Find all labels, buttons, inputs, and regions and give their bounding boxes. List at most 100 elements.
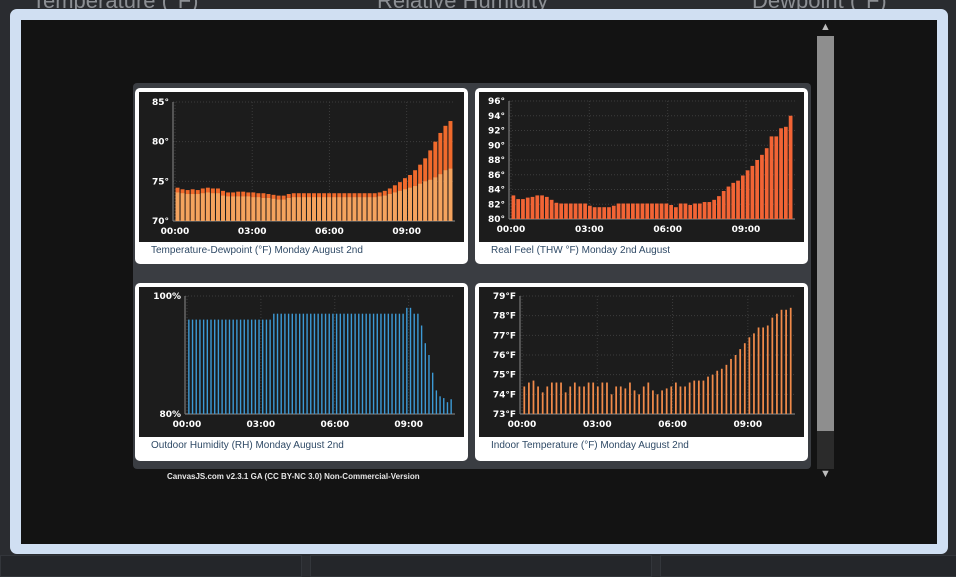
bar-indoor-temperature bbox=[688, 382, 691, 414]
bar-indoor-temperature bbox=[730, 358, 732, 414]
bar-humidity bbox=[402, 313, 404, 414]
bar-dewpoint bbox=[382, 195, 387, 221]
bar-dewpoint bbox=[408, 187, 413, 221]
chart-caption: Indoor Temperature (°F) Monday August 2n… bbox=[491, 440, 689, 451]
x-tick-label: 06:00 bbox=[315, 227, 344, 237]
chart-outdoor-humidity: 80% 100% 00:00 03:00 06:00 09:00 bbox=[139, 287, 464, 437]
bar-dewpoint bbox=[185, 194, 190, 221]
bar-humidity bbox=[395, 313, 397, 414]
bar-humidity bbox=[354, 313, 356, 414]
background-card bbox=[310, 555, 652, 577]
bar-real-feel bbox=[621, 203, 626, 219]
bar-humidity bbox=[295, 313, 297, 414]
bar-real-feel bbox=[707, 202, 712, 219]
bar-dewpoint bbox=[281, 199, 286, 221]
bar-indoor-temperature bbox=[624, 388, 627, 414]
bar-dewpoint bbox=[367, 197, 372, 221]
bar-humidity bbox=[406, 307, 408, 414]
bar-real-feel bbox=[717, 196, 721, 219]
bar-humidity bbox=[413, 313, 415, 414]
bar-indoor-temperature bbox=[615, 386, 618, 414]
x-tick-label: 03:00 bbox=[238, 227, 267, 237]
bar-dewpoint bbox=[195, 194, 200, 221]
bar-indoor-temperature bbox=[707, 376, 709, 414]
x-tick-label: 00:00 bbox=[497, 225, 526, 235]
bar-dewpoint bbox=[312, 197, 316, 221]
scroll-down-icon[interactable]: ▼ bbox=[820, 468, 831, 480]
bar-indoor-temperature bbox=[587, 382, 590, 414]
bar-indoor-temperature bbox=[592, 382, 595, 414]
bar-indoor-temperature bbox=[753, 333, 755, 414]
bar-dewpoint bbox=[190, 194, 195, 221]
bar-indoor-temperature bbox=[606, 382, 608, 414]
chart-temp-dewpoint: 70° 75° 80° 85° 00:00 03:00 06:00 09:00 bbox=[139, 92, 464, 242]
bar-humidity bbox=[291, 313, 293, 414]
bar-dewpoint bbox=[352, 197, 357, 221]
bar-real-feel bbox=[540, 195, 544, 219]
bar-dewpoint bbox=[372, 197, 377, 221]
bar-real-feel bbox=[607, 207, 611, 219]
bar-real-feel bbox=[645, 203, 650, 219]
background-card bbox=[660, 555, 956, 577]
bar-humidity bbox=[324, 313, 327, 414]
bar-real-feel bbox=[631, 203, 635, 219]
bar-humidity bbox=[446, 402, 449, 414]
bar-indoor-temperature bbox=[523, 386, 526, 414]
scrollbar-thumb[interactable] bbox=[817, 36, 834, 431]
bar-humidity bbox=[321, 313, 323, 414]
bar-real-feel bbox=[664, 203, 669, 219]
bar-indoor-temperature bbox=[652, 390, 654, 414]
bar-real-feel bbox=[755, 160, 760, 219]
bar-indoor-temperature bbox=[734, 355, 737, 414]
bar-real-feel bbox=[564, 203, 568, 219]
bar-humidity bbox=[317, 313, 319, 414]
bar-indoor-temperature bbox=[702, 380, 705, 414]
bar-indoor-temperature bbox=[711, 374, 714, 414]
chart-panel-real-feel: 80° 82° 84° 86° 88° 90° 92° 94° 96° 00:00 03:00 06:… bbox=[475, 88, 808, 264]
bar-dewpoint bbox=[438, 174, 443, 221]
bar-dewpoint bbox=[180, 193, 185, 221]
y-tick-label: 80° bbox=[152, 138, 169, 148]
bar-dewpoint bbox=[403, 189, 407, 221]
y-tick-label: 85° bbox=[152, 98, 169, 108]
bar-humidity bbox=[369, 313, 371, 414]
bar-dewpoint bbox=[210, 193, 215, 221]
bar-dewpoint bbox=[276, 199, 281, 221]
bar-humidity bbox=[391, 313, 393, 414]
bar-indoor-temperature bbox=[537, 386, 539, 414]
y-tick-label: 75°F bbox=[493, 371, 516, 381]
bar-indoor-temperature bbox=[661, 390, 663, 414]
bar-dewpoint bbox=[261, 197, 266, 221]
bar-real-feel bbox=[588, 205, 592, 219]
bar-dewpoint bbox=[327, 197, 332, 221]
bar-dewpoint bbox=[357, 197, 362, 221]
bar-indoor-temperature bbox=[610, 394, 613, 414]
y-tick-label: 94° bbox=[488, 112, 505, 122]
bar-real-feel bbox=[602, 207, 607, 219]
bar-humidity bbox=[191, 319, 194, 414]
bar-indoor-temperature bbox=[564, 392, 567, 414]
scroll-up-icon[interactable]: ▲ bbox=[820, 21, 831, 33]
bar-humidity bbox=[428, 355, 430, 414]
bar-indoor-temperature bbox=[762, 327, 765, 414]
x-tick-label: 00:00 bbox=[508, 420, 537, 430]
bar-dewpoint bbox=[397, 190, 402, 221]
bar-indoor-temperature bbox=[619, 386, 622, 414]
bar-humidity bbox=[195, 319, 197, 414]
bar-indoor-temperature bbox=[550, 382, 553, 414]
background-card bbox=[0, 555, 302, 577]
bar-humidity bbox=[443, 398, 445, 414]
bar-real-feel bbox=[760, 154, 764, 219]
bar-humidity bbox=[339, 313, 342, 414]
bar-indoor-temperature bbox=[725, 364, 728, 414]
bar-real-feel bbox=[712, 199, 716, 219]
bar-dewpoint bbox=[377, 196, 382, 221]
bar-humidity bbox=[276, 313, 279, 414]
bar-indoor-temperature bbox=[684, 386, 686, 414]
bar-real-feel bbox=[683, 203, 688, 219]
bar-real-feel bbox=[740, 175, 745, 219]
x-tick-label: 09:00 bbox=[394, 420, 423, 430]
bar-indoor-temperature bbox=[596, 386, 599, 414]
bar-real-feel bbox=[592, 207, 597, 219]
chart-indoor-temp: 73°F 74°F 75°F 76°F 77°F 78°F 79°F 00:00 03:00 06… bbox=[479, 287, 804, 437]
